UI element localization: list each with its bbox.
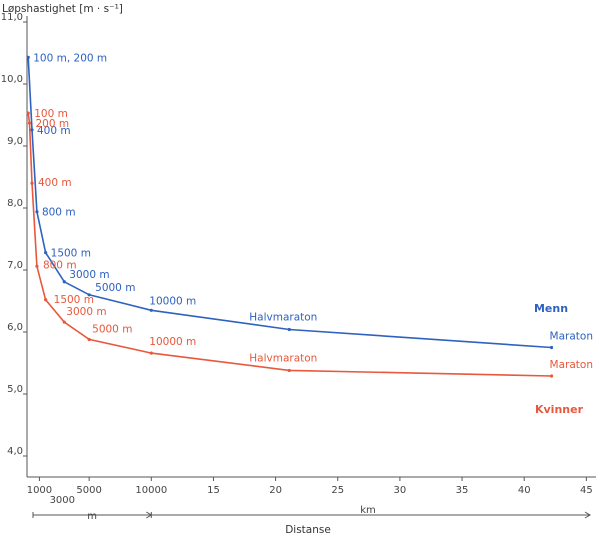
data-point [35, 210, 39, 214]
data-point [62, 280, 66, 284]
data-point [30, 181, 34, 185]
x-tick-label-m: 5000 [76, 485, 101, 496]
point-label: Halvmaraton [249, 352, 317, 364]
series-line-menn [27, 57, 552, 349]
y-tick-label: 5,0 [7, 384, 23, 395]
x-axis-title: Distanse [285, 524, 331, 536]
x-tick-label-km: 40 [518, 485, 531, 496]
series-kvinner [26, 111, 554, 378]
point-label: 400 m [38, 177, 72, 189]
data-point [27, 121, 32, 125]
y-tick-label: 10,0 [1, 74, 23, 85]
x-tick-label-km: 25 [331, 485, 344, 496]
point-label: 400 m [37, 125, 71, 137]
data-point [87, 337, 91, 342]
point-label: 5000 m [95, 282, 135, 294]
series-line-kvinner [27, 112, 552, 377]
data-point [149, 308, 153, 312]
data-point [287, 368, 291, 373]
data-point [44, 251, 48, 255]
x-tick-label-m: 10000 [135, 485, 167, 496]
data-point [287, 327, 291, 332]
x-tick-label-km: 45 [580, 485, 593, 496]
distance-bracket: m km [32, 505, 591, 522]
m-unit-label: m [87, 511, 97, 522]
y-tick-label: 9,0 [7, 136, 23, 147]
series-menn [26, 55, 554, 350]
point-label: 1500 m [51, 248, 91, 260]
data-point [44, 298, 48, 302]
data-point [549, 345, 554, 350]
x-tick-label-m: 1000 [27, 485, 52, 496]
point-label: 3000 m [69, 269, 109, 281]
point-label: 200 m [35, 118, 69, 130]
y-tick-label: 8,0 [7, 198, 23, 209]
point-label: 10000 m [149, 295, 196, 307]
axes [23, 16, 596, 481]
data-point [87, 293, 91, 297]
point-label: Maraton [550, 359, 593, 371]
data-point [549, 374, 554, 378]
legend-kvinner: Kvinner [535, 403, 584, 416]
y-tick-label: 7,0 [7, 260, 23, 271]
point-label: 100 m [34, 108, 68, 120]
legend-menn: Menn [534, 302, 568, 315]
data-point [149, 351, 153, 355]
km-unit-label: km [360, 505, 376, 516]
data-point [26, 55, 30, 59]
point-label: Maraton [550, 331, 593, 343]
point-label: 800 m [42, 207, 76, 219]
data-point [62, 320, 66, 324]
point-label: 5000 m [92, 323, 132, 335]
x-tick-label-km: 20 [269, 485, 282, 496]
data-point [26, 111, 30, 115]
point-label: 100 m, 200 m [33, 52, 107, 64]
point-label: 3000 m [66, 306, 106, 318]
y-tick-label: 11,0 [1, 12, 23, 23]
point-label: 10000 m [149, 336, 196, 348]
x-tick-label-km: 15 [207, 485, 220, 496]
x-tick-label-km: 30 [394, 485, 407, 496]
data-point [30, 128, 34, 132]
y-tick-label: 4,0 [7, 446, 23, 457]
series-layer [26, 55, 554, 378]
point-label: 1500 m [54, 294, 94, 306]
km-arrow [584, 511, 591, 519]
x-tick-label-m: 3000 [50, 495, 75, 506]
point-label: 800 m [43, 259, 77, 271]
point-label: Halvmaraton [249, 312, 317, 324]
data-point [35, 264, 39, 268]
x-tick-label-km: 35 [456, 485, 469, 496]
y-axis-title: Løpshastighet [m · s⁻¹] [2, 3, 123, 15]
y-tick-label: 6,0 [7, 322, 23, 333]
